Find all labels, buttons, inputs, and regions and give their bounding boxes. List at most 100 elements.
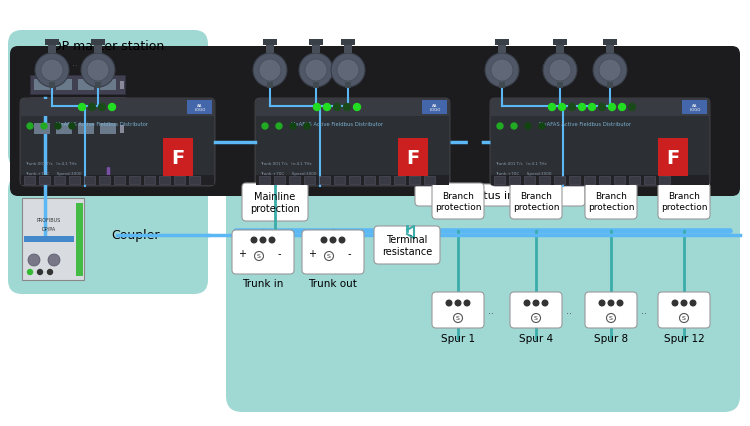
Bar xyxy=(120,126,124,134)
Bar xyxy=(24,177,35,184)
Bar xyxy=(129,177,140,184)
Circle shape xyxy=(325,252,334,261)
Circle shape xyxy=(672,300,678,306)
Bar xyxy=(553,40,567,46)
Circle shape xyxy=(599,60,621,82)
Bar xyxy=(56,124,72,135)
Circle shape xyxy=(628,104,635,111)
Bar xyxy=(599,177,610,184)
Text: Spur 4: Spur 4 xyxy=(519,333,553,343)
Bar xyxy=(603,40,617,46)
Bar xyxy=(30,76,125,95)
Bar xyxy=(267,83,273,89)
Circle shape xyxy=(35,54,69,88)
Circle shape xyxy=(608,300,613,306)
Text: LED status indication: LED status indication xyxy=(441,190,559,201)
Text: Branch
protection: Branch protection xyxy=(588,192,634,211)
Text: F: F xyxy=(406,148,420,167)
Bar xyxy=(539,177,550,184)
Circle shape xyxy=(543,54,577,88)
Circle shape xyxy=(525,124,531,130)
FancyBboxPatch shape xyxy=(585,184,637,219)
Text: Branch
protection: Branch protection xyxy=(435,192,482,211)
Bar xyxy=(34,102,50,113)
Circle shape xyxy=(542,300,548,306)
Bar xyxy=(341,40,355,46)
Text: Trunk:001 T/s   In:4.1 THz: Trunk:001 T/s In:4.1 THz xyxy=(495,161,547,166)
Bar xyxy=(509,177,520,184)
Text: ..: .. xyxy=(72,58,78,67)
FancyBboxPatch shape xyxy=(432,184,484,219)
Text: DP/PA: DP/PA xyxy=(42,226,56,231)
Circle shape xyxy=(28,270,32,275)
Bar xyxy=(584,177,595,184)
FancyBboxPatch shape xyxy=(415,184,585,207)
FancyBboxPatch shape xyxy=(20,99,215,187)
Text: Trunk:+70C      Speed:3000: Trunk:+70C Speed:3000 xyxy=(495,172,551,176)
Bar xyxy=(78,124,94,135)
FancyBboxPatch shape xyxy=(490,99,710,187)
FancyBboxPatch shape xyxy=(242,184,308,222)
Circle shape xyxy=(321,238,327,243)
Bar xyxy=(120,104,124,112)
Text: Branch
protection: Branch protection xyxy=(513,192,560,211)
FancyBboxPatch shape xyxy=(8,31,208,169)
Circle shape xyxy=(88,104,95,111)
Bar xyxy=(256,176,449,186)
Circle shape xyxy=(524,300,530,306)
Bar xyxy=(100,80,116,91)
Bar xyxy=(56,80,72,91)
FancyBboxPatch shape xyxy=(10,47,740,196)
Circle shape xyxy=(454,314,463,323)
Circle shape xyxy=(681,300,687,306)
Circle shape xyxy=(331,54,365,88)
Bar xyxy=(422,101,447,115)
Bar xyxy=(22,199,84,280)
Text: Spur 12: Spur 12 xyxy=(664,333,704,343)
Circle shape xyxy=(27,124,33,130)
Bar xyxy=(289,177,300,184)
Circle shape xyxy=(305,60,327,82)
Text: ......: ...... xyxy=(300,58,318,67)
Circle shape xyxy=(47,270,53,275)
FancyBboxPatch shape xyxy=(226,161,740,412)
Bar xyxy=(78,102,94,113)
Bar xyxy=(556,42,564,54)
Bar xyxy=(319,177,330,184)
FancyBboxPatch shape xyxy=(374,227,440,265)
Text: Trunk:+70C      Speed:3000: Trunk:+70C Speed:3000 xyxy=(25,172,82,176)
Circle shape xyxy=(617,300,622,306)
Bar xyxy=(491,100,709,117)
Text: Spur 1: Spur 1 xyxy=(441,333,475,343)
Text: AA
LOGO: AA LOGO xyxy=(689,104,700,112)
Text: S: S xyxy=(257,254,261,259)
Circle shape xyxy=(260,238,266,243)
Circle shape xyxy=(262,124,268,130)
Text: -: - xyxy=(278,248,281,259)
Circle shape xyxy=(251,238,257,243)
Circle shape xyxy=(548,104,556,111)
Bar xyxy=(34,80,50,91)
Bar xyxy=(659,177,670,184)
Bar xyxy=(312,42,320,54)
Bar xyxy=(30,98,125,117)
Text: ..: .. xyxy=(641,305,647,315)
Circle shape xyxy=(593,54,627,88)
Bar xyxy=(120,82,124,90)
Text: Trunk out: Trunk out xyxy=(308,278,358,288)
Circle shape xyxy=(87,60,109,82)
Circle shape xyxy=(532,314,541,323)
Circle shape xyxy=(55,124,61,130)
Circle shape xyxy=(334,104,340,111)
Circle shape xyxy=(290,124,296,130)
Text: S: S xyxy=(534,316,538,321)
Bar xyxy=(424,177,435,184)
Bar xyxy=(24,236,74,242)
Bar xyxy=(99,177,110,184)
Text: AA
LOGO: AA LOGO xyxy=(194,104,206,112)
Circle shape xyxy=(619,104,626,111)
Circle shape xyxy=(497,124,503,130)
Text: -: - xyxy=(348,248,352,259)
Bar xyxy=(313,83,319,89)
FancyBboxPatch shape xyxy=(658,184,710,219)
